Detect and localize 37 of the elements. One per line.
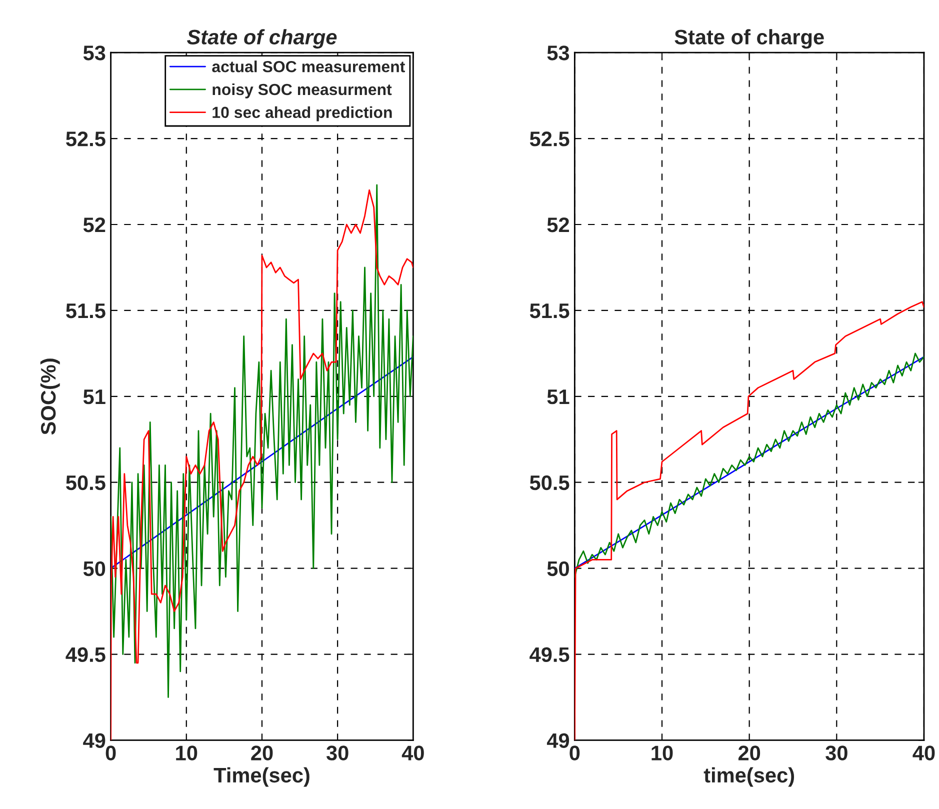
- x-tick-label: 20: [251, 746, 273, 760]
- chart-title: State of charge: [674, 29, 824, 49]
- y-tick-label: 50: [83, 561, 106, 576]
- y-tick-label: 51.5: [530, 304, 570, 318]
- x-axis-title: Time(sec): [214, 767, 310, 787]
- x-tick-label: 40: [402, 746, 424, 760]
- x-tick-label: 10: [652, 746, 673, 760]
- legend-label: noisy SOC measurment: [212, 83, 392, 98]
- y-tick-label: 51.5: [66, 304, 106, 318]
- x-tick-label: 30: [326, 746, 348, 760]
- y-tick-label: 49.5: [530, 647, 570, 662]
- y-tick-label: 50: [547, 561, 569, 576]
- x-tick-label: 0: [106, 746, 116, 760]
- y-tick-label: 52.5: [66, 132, 106, 146]
- y-tick-label: 49: [83, 733, 106, 748]
- line-series: [110, 356, 414, 570]
- y-tick-label: 52: [83, 218, 106, 232]
- x-tick-label: 20: [738, 746, 760, 760]
- chart-title: State of charge: [186, 29, 337, 49]
- x-tick-label: 0: [570, 746, 580, 760]
- y-tick-label: 53: [547, 46, 570, 60]
- y-tick-label: 51: [547, 390, 570, 404]
- y-tick-label: 50.5: [66, 475, 106, 490]
- x-tick-label: 40: [912, 746, 935, 760]
- y-axis-title: SOC(%): [40, 358, 60, 435]
- x-tick-label: 10: [176, 746, 198, 760]
- y-tick-label: 52: [547, 218, 569, 232]
- y-tick-label: 52.5: [530, 132, 570, 146]
- y-tick-label: 51: [83, 390, 106, 404]
- y-tick-label: 50.5: [530, 475, 570, 490]
- x-tick-label: 30: [826, 746, 848, 760]
- legend-label: actual SOC measurement: [212, 60, 405, 72]
- y-tick-label: 53: [83, 46, 106, 60]
- y-tick-label: 49: [546, 733, 570, 748]
- legend-label: 10 sec ahead prediction: [212, 106, 392, 122]
- y-tick-label: 49.5: [66, 647, 106, 662]
- x-axis-title: time(sec): [704, 767, 794, 787]
